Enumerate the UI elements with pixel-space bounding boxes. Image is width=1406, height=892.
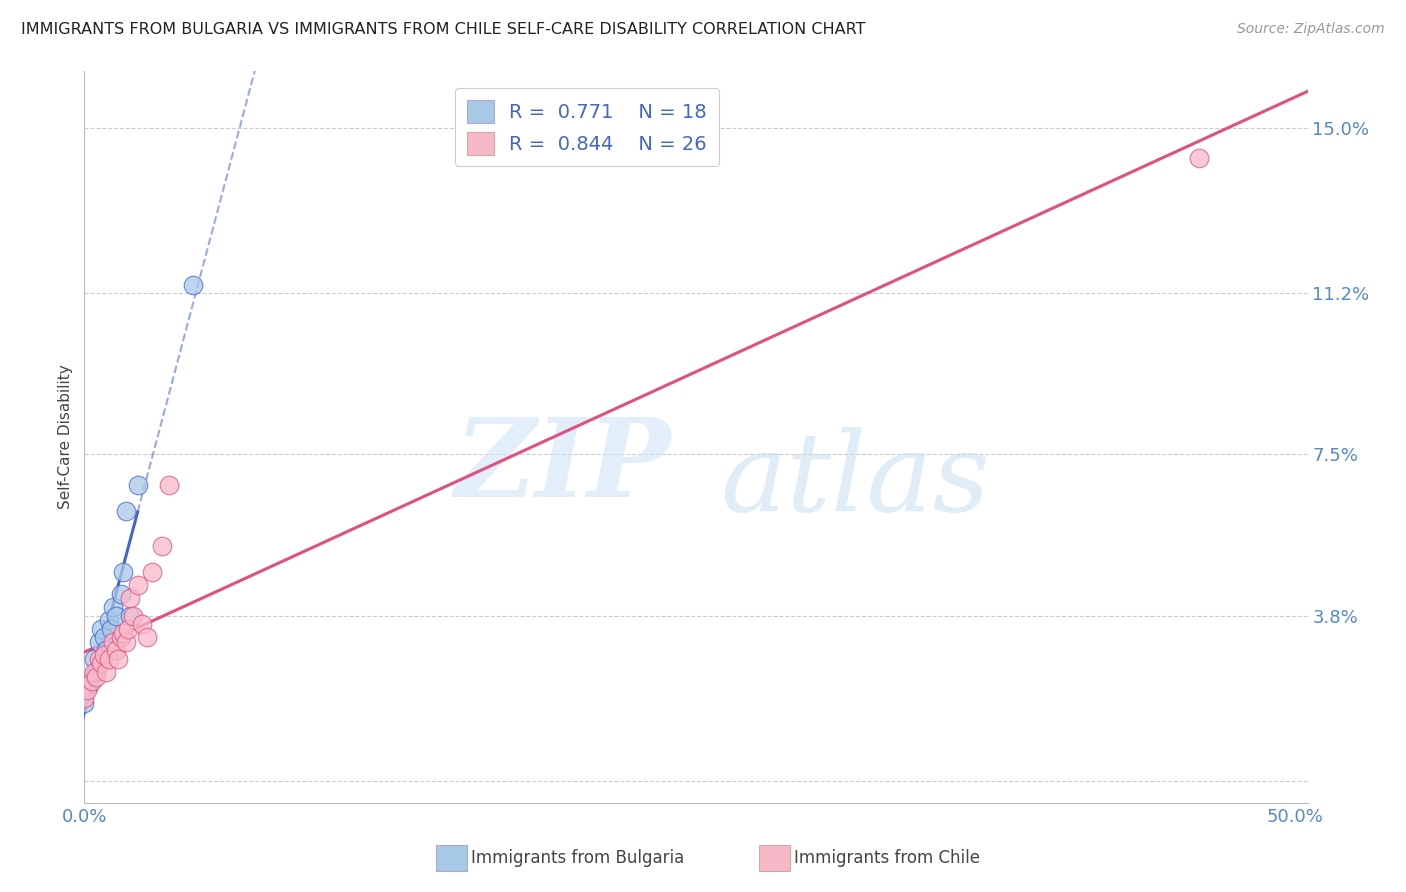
Text: IMMIGRANTS FROM BULGARIA VS IMMIGRANTS FROM CHILE SELF-CARE DISABILITY CORRELATI: IMMIGRANTS FROM BULGARIA VS IMMIGRANTS F… bbox=[21, 22, 866, 37]
Point bbox=[87, 652, 110, 666]
Point bbox=[90, 622, 112, 636]
Point bbox=[114, 504, 136, 518]
Text: Immigrants from Bulgaria: Immigrants from Bulgaria bbox=[471, 849, 685, 867]
Point bbox=[93, 648, 115, 662]
Point bbox=[77, 678, 100, 692]
Point bbox=[104, 608, 127, 623]
Point bbox=[112, 626, 135, 640]
Point bbox=[83, 665, 105, 680]
Point bbox=[120, 608, 142, 623]
Point bbox=[83, 652, 105, 666]
Point bbox=[73, 691, 96, 706]
Point bbox=[120, 591, 142, 606]
Point bbox=[150, 539, 173, 553]
Point bbox=[110, 631, 132, 645]
Point bbox=[93, 631, 115, 645]
Point bbox=[103, 599, 125, 614]
Point bbox=[86, 669, 108, 683]
Point bbox=[96, 643, 118, 657]
Point bbox=[86, 665, 108, 680]
Point bbox=[183, 277, 205, 292]
Point bbox=[73, 696, 96, 710]
Point bbox=[1187, 152, 1209, 166]
Point bbox=[110, 587, 132, 601]
Point bbox=[136, 631, 159, 645]
Point bbox=[97, 652, 120, 666]
Point bbox=[117, 622, 139, 636]
Text: Immigrants from Chile: Immigrants from Chile bbox=[794, 849, 980, 867]
Point bbox=[107, 652, 129, 666]
Point bbox=[131, 617, 153, 632]
Point bbox=[121, 608, 143, 623]
Point bbox=[141, 565, 163, 579]
Point bbox=[76, 682, 98, 697]
Point bbox=[90, 657, 112, 671]
Y-axis label: Self-Care Disability: Self-Care Disability bbox=[58, 365, 73, 509]
Point bbox=[104, 643, 127, 657]
Point bbox=[127, 578, 149, 592]
Point bbox=[127, 478, 149, 492]
Point bbox=[100, 622, 122, 636]
Point bbox=[112, 565, 135, 579]
Point bbox=[157, 478, 180, 492]
Point bbox=[80, 673, 103, 688]
Point bbox=[103, 634, 125, 648]
Point bbox=[96, 665, 118, 680]
Text: atlas: atlas bbox=[720, 427, 990, 534]
Point bbox=[97, 613, 120, 627]
Legend: R =  0.771    N = 18, R =  0.844    N = 26: R = 0.771 N = 18, R = 0.844 N = 26 bbox=[456, 88, 718, 167]
Text: ZIP: ZIP bbox=[456, 413, 672, 520]
Point bbox=[114, 634, 136, 648]
Text: Source: ZipAtlas.com: Source: ZipAtlas.com bbox=[1237, 22, 1385, 37]
Point bbox=[87, 634, 110, 648]
